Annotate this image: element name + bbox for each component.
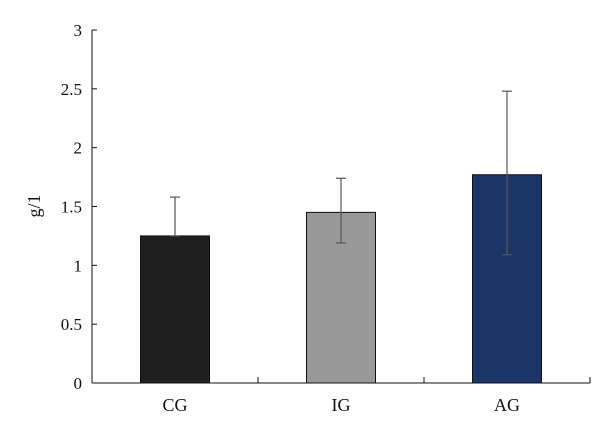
x-tick-label-cg: CG: [162, 395, 187, 415]
y-axis-label: g/1: [24, 194, 44, 217]
y-tick-label: 2: [74, 139, 83, 158]
y-tick-label: 1.5: [61, 198, 82, 217]
y-tick-label: 0.5: [61, 315, 82, 334]
bar-cg: [140, 235, 210, 384]
x-tick-label-ag: AG: [494, 395, 520, 415]
labels-group: CG IG AG 0 0.5 1 1.5 2 2.5 3: [61, 21, 520, 415]
y-tick-label: 2.5: [61, 80, 82, 99]
axes-group: [91, 29, 591, 384]
y-tick-label: 3: [74, 21, 83, 40]
y-tick-label: 1: [74, 256, 83, 275]
x-tick-label-ig: IG: [332, 395, 351, 415]
y-tick-label: 0: [74, 374, 83, 393]
error-bars-group: [170, 90, 512, 256]
